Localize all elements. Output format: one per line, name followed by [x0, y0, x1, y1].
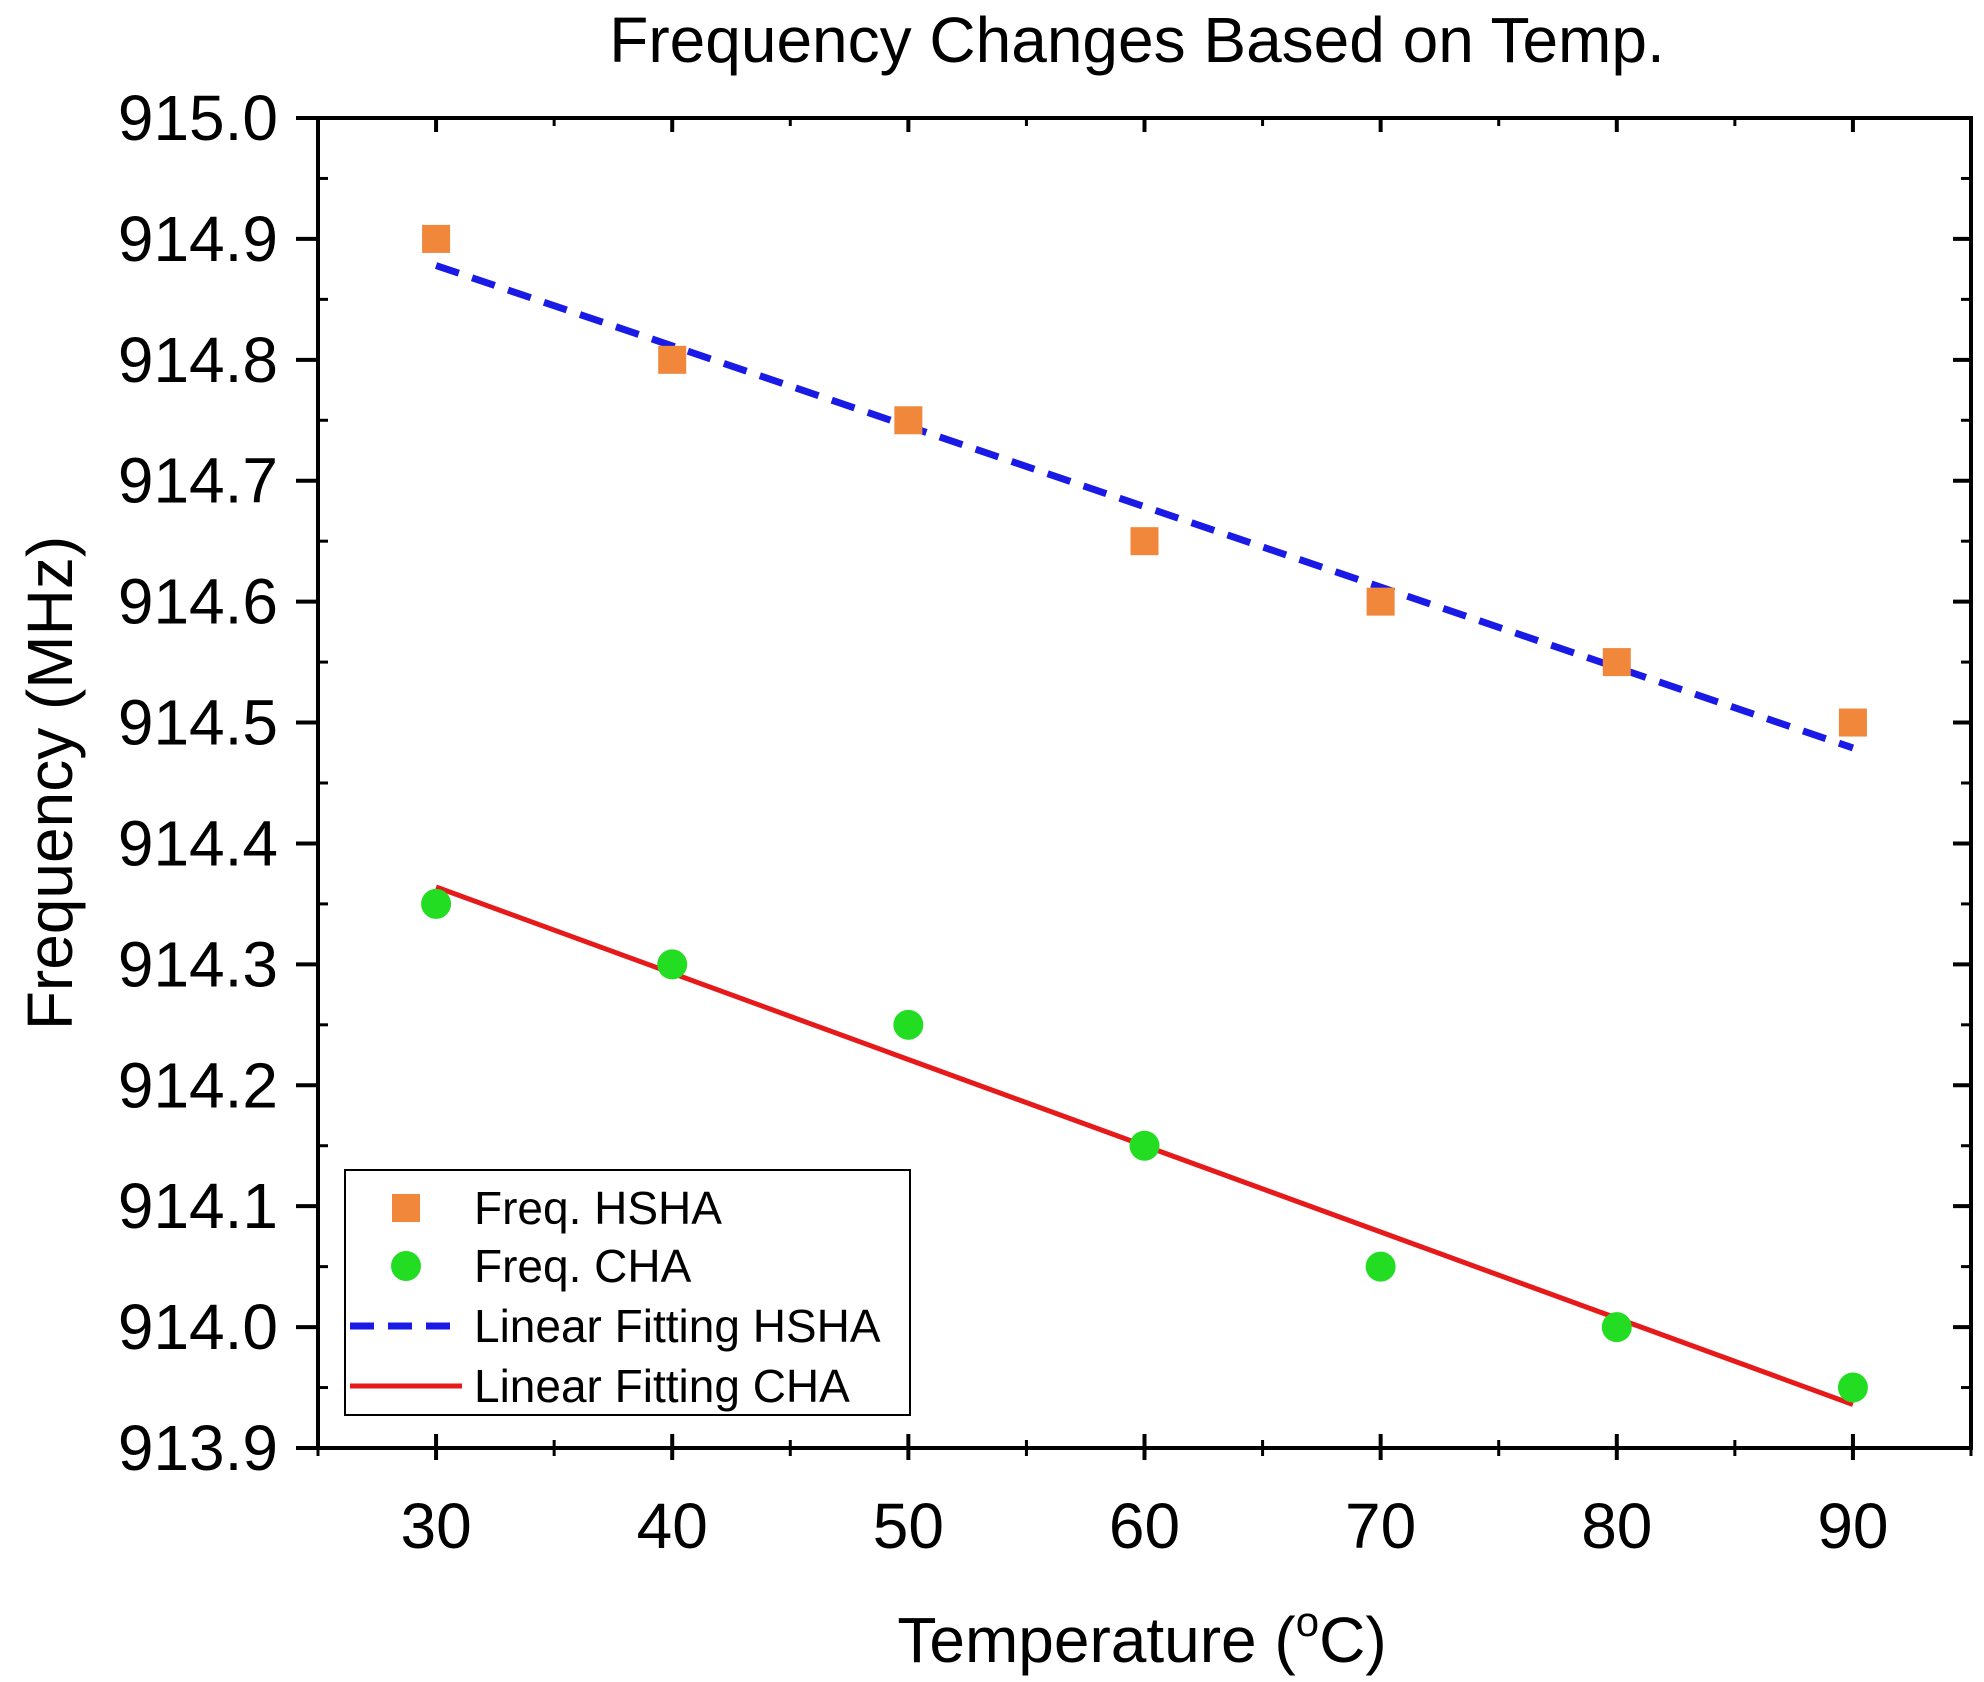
x-tick-label: 50 [873, 1490, 944, 1562]
hsha-point [1366, 587, 1395, 616]
axis-ticks [296, 116, 1973, 1460]
y-axis-label: Frequency (MHz) [14, 536, 86, 1030]
y-tick-label: 914.9 [118, 203, 278, 275]
cha-point [1601, 1312, 1632, 1343]
y-tick-label: 913.9 [118, 1412, 278, 1484]
legend-marker-cha [391, 1251, 421, 1281]
chart-title: Frequency Changes Based on Temp. [609, 4, 1664, 76]
hsha-point [1838, 708, 1867, 737]
hsha-point [894, 406, 923, 435]
hsha-point [658, 345, 687, 374]
legend: Freq. HSHA Freq. CHA Linear Fitting HSHA Li… [344, 1169, 911, 1416]
x-tick-label: 60 [1109, 1490, 1180, 1562]
y-tick-label: 914.1 [118, 1170, 278, 1242]
x-axis-label-superscript: o [1296, 1598, 1319, 1645]
y-tick-label: 914.7 [118, 445, 278, 517]
y-tick-label: 914.3 [118, 928, 278, 1000]
x-tick-label: 80 [1581, 1490, 1652, 1562]
x-tick-label: 30 [400, 1490, 471, 1562]
y-tick-label: 914.4 [118, 807, 278, 879]
y-tick-label: 914.5 [118, 687, 278, 759]
hsha-point [422, 224, 451, 253]
y-tick-label: 915.0 [118, 82, 278, 154]
x-tick-label: 70 [1345, 1490, 1416, 1562]
x-axis-label-prefix: Temperature ( [897, 1604, 1295, 1676]
y-tick-label: 914.2 [118, 1049, 278, 1121]
legend-box [344, 1169, 911, 1416]
legend-label: Linear Fitting CHA [474, 1360, 850, 1412]
y-tick-label: 914.0 [118, 1291, 278, 1363]
legend-label: Freq. CHA [474, 1240, 692, 1292]
x-tick-label: 90 [1817, 1490, 1888, 1562]
x-axis-label-suffix: C) [1319, 1604, 1387, 1676]
legend-label: Freq. HSHA [474, 1182, 722, 1234]
y-tick-label: 914.8 [118, 324, 278, 396]
y-tick-label: 914.6 [118, 566, 278, 638]
cha-point [421, 888, 452, 919]
legend-label: Linear Fitting HSHA [474, 1300, 881, 1352]
cha-point [893, 1009, 924, 1040]
axis-tick-labels: 30 40 50 60 70 80 90 913.9 914.0 914.1 914.2 914.3 9… [118, 82, 1889, 1562]
data-points [421, 224, 1868, 1403]
cha-point [1129, 1130, 1160, 1161]
x-axis-label: Temperature (oC) [897, 1598, 1386, 1676]
hsha-point [1602, 648, 1631, 677]
x-tick-label: 40 [637, 1490, 708, 1562]
legend-entries: Freq. HSHA Freq. CHA Linear Fitting HSHA Li… [350, 1182, 881, 1412]
cha-point [657, 949, 688, 980]
cha-point [1837, 1372, 1868, 1403]
legend-marker-hsha [392, 1194, 420, 1222]
hsha-point [1130, 527, 1159, 556]
cha-point [1365, 1251, 1396, 1282]
